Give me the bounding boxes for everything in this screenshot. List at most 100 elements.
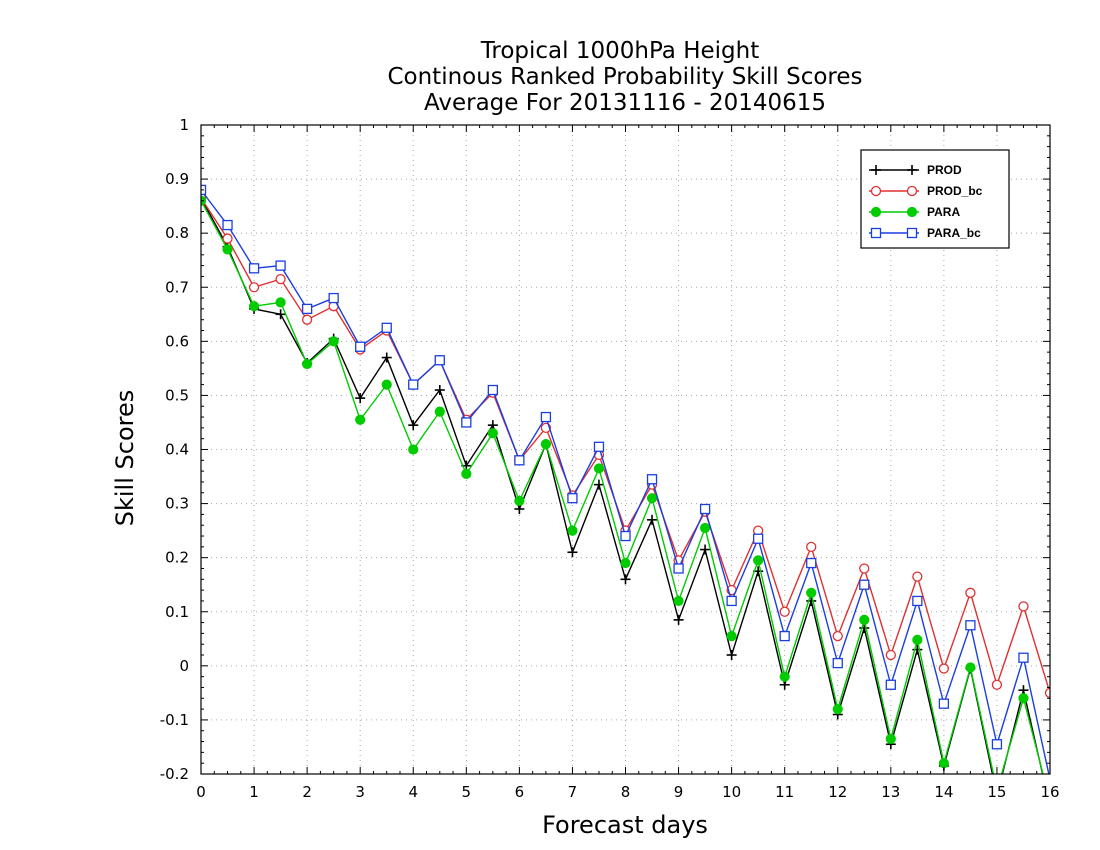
legend-label-para-bc: PARA_bc <box>927 226 981 240</box>
chart-title-line-1: Tropical 1000hPa Height <box>480 38 760 64</box>
point-prod-bc <box>806 541 817 552</box>
point-para <box>885 733 896 744</box>
point-prod <box>1045 801 1055 811</box>
x-tick-label: 4 <box>408 783 418 801</box>
point-para <box>965 662 976 673</box>
point-prod <box>647 514 658 525</box>
legend-marker-para-bc <box>906 227 918 239</box>
chart-title-line-3: Average For 20131116 - 20140615 <box>424 90 826 116</box>
legend-marker-prod <box>871 165 881 175</box>
legend-marker-prod-bc <box>870 185 882 197</box>
point-para-bc <box>275 260 286 271</box>
point-prod-bc <box>275 273 286 285</box>
y-tick-label: -0.1 <box>160 711 189 729</box>
point-prod-bc <box>859 563 870 574</box>
point-para-bc <box>461 417 472 428</box>
point-para <box>806 587 817 598</box>
x-tick-label: 3 <box>355 783 365 801</box>
point-prod <box>434 385 445 396</box>
legend: PROD PROD_bc PARA PARA_bc <box>860 149 1010 249</box>
point-para <box>699 522 711 534</box>
point-para <box>912 634 923 645</box>
legend-marker-para-bc <box>870 227 882 239</box>
chart-title-line-2: Continous Ranked Probability Skill Score… <box>387 64 862 90</box>
x-tick-label: 6 <box>515 783 525 801</box>
x-tick-label: 14 <box>934 783 953 801</box>
y-tick-label: -0.2 <box>160 765 189 783</box>
point-para-bc <box>991 739 1003 750</box>
point-prod-bc <box>248 282 260 293</box>
x-tick-label: 9 <box>674 783 684 801</box>
point-para-bc <box>699 503 711 515</box>
point-para-bc <box>832 657 843 669</box>
point-para-bc <box>328 292 339 304</box>
point-para-bc <box>248 263 260 274</box>
y-tick-label: 0.4 <box>165 441 189 459</box>
axis-ticks: -0.2-0.100.10.20.30.40.50.60.70.80.910 1 2… <box>160 116 1060 801</box>
legend-item-para-bc: PARA_bc <box>869 226 981 240</box>
y-tick-label: 0.8 <box>165 224 189 242</box>
x-tick-label: 2 <box>302 783 312 801</box>
chart-title: Tropical 1000hPa Height Continous Ranked… <box>387 38 862 116</box>
point-para-bc <box>753 533 764 544</box>
point-para-bc <box>646 474 658 485</box>
point-para <box>461 468 472 479</box>
point-para-bc <box>514 455 525 466</box>
x-tick-label: 11 <box>775 783 794 801</box>
point-para-bc <box>408 379 419 390</box>
point-para-bc <box>859 579 870 590</box>
point-prod <box>275 309 286 320</box>
point-para-bc <box>222 219 233 231</box>
y-axis-label: Skill Scores <box>111 390 139 527</box>
point-prod <box>700 544 711 555</box>
point-para <box>646 493 658 504</box>
point-para <box>540 438 552 450</box>
legend-item-prod: PROD <box>869 163 962 177</box>
point-para <box>381 379 392 390</box>
point-prod <box>593 479 604 490</box>
x-tick-label: 7 <box>568 783 578 801</box>
point-prod-bc <box>222 233 233 244</box>
y-tick-label: 0 <box>179 657 189 675</box>
point-para <box>302 358 313 370</box>
legend-label-prod-bc: PROD_bc <box>927 184 983 198</box>
point-prod-bc <box>1044 687 1050 699</box>
point-para <box>673 595 684 607</box>
legend-item-prod-bc: PROD_bc <box>869 184 983 198</box>
legend-marker-para <box>870 206 882 218</box>
point-para <box>408 444 419 455</box>
series-area <box>201 184 1055 811</box>
point-para <box>275 297 286 308</box>
point-para-bc <box>381 322 392 333</box>
point-prod-bc <box>885 649 896 661</box>
point-para <box>248 301 260 312</box>
legend-label-para: PARA <box>927 205 960 219</box>
y-tick-label: 0.7 <box>165 278 189 296</box>
point-para-bc <box>806 557 817 569</box>
point-para-bc <box>779 630 790 642</box>
point-para-bc <box>938 698 950 709</box>
point-para <box>938 758 949 769</box>
y-tick-label: 0.2 <box>165 549 189 567</box>
point-para <box>434 406 445 417</box>
point-para <box>859 614 870 625</box>
point-para <box>620 557 631 569</box>
point-para <box>593 463 605 474</box>
point-para-bc <box>567 493 578 504</box>
series-para <box>201 195 1044 774</box>
y-tick-label: 1 <box>179 116 189 134</box>
series-para-bc <box>201 184 1050 774</box>
x-tick-label: 1 <box>249 783 259 801</box>
point-prod-bc <box>938 663 950 674</box>
point-prod-bc <box>1018 601 1029 612</box>
legend-label-prod: PROD <box>927 163 962 177</box>
point-prod <box>355 393 366 404</box>
point-para <box>514 495 525 506</box>
x-tick-label: 12 <box>828 783 847 801</box>
x-tick-label: 13 <box>881 783 900 801</box>
point-prod-bc <box>965 587 976 598</box>
point-para <box>567 525 578 536</box>
x-tick-label: 15 <box>987 783 1006 801</box>
point-para-bc <box>965 620 976 631</box>
